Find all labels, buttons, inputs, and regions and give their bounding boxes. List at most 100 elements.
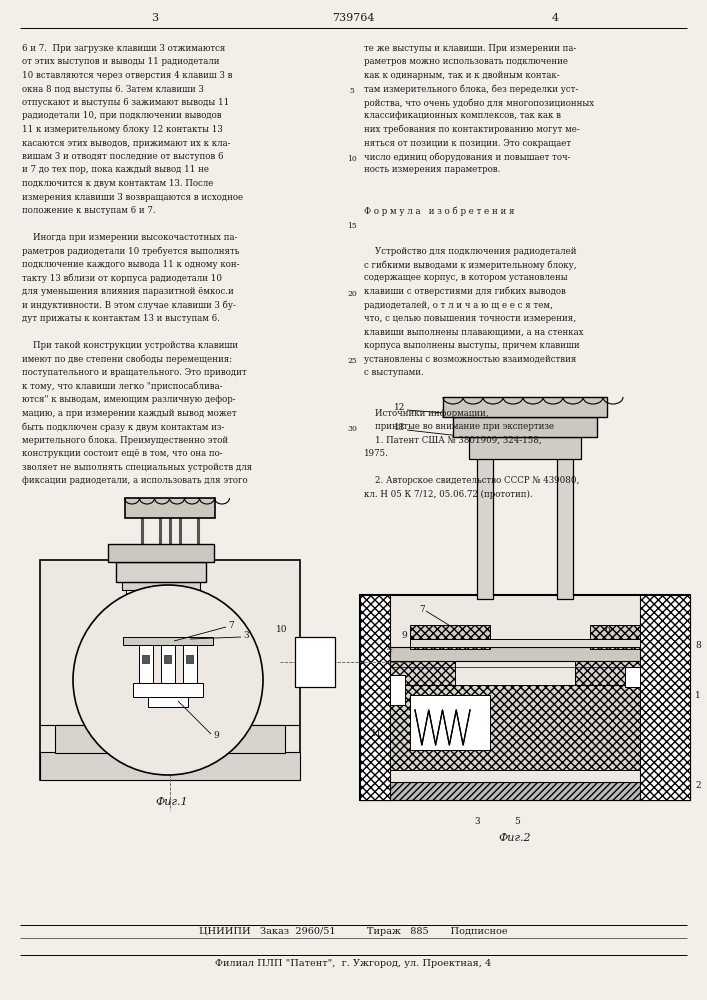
Text: няться от позиции к позиции. Это сокращает: няться от позиции к позиции. Это сокраща… (364, 138, 571, 147)
Text: 5: 5 (514, 818, 520, 826)
Text: положение к выступам 6 и 7.: положение к выступам 6 и 7. (22, 206, 156, 215)
Bar (133, 683, 203, 697)
Text: ройства, что очень удобно для многопозиционных: ройства, что очень удобно для многопозиц… (364, 98, 594, 107)
Bar (360, 595, 390, 800)
Bar (40, 560, 300, 780)
Text: раметров можно использовать подключение: раметров можно использовать подключение (364, 57, 568, 66)
Text: 10: 10 (276, 624, 287, 634)
Text: от этих выступов и выводы 11 радиодетали: от этих выступов и выводы 11 радиодетали (22, 57, 219, 66)
Text: с гибкими выводами к измерительному блоку,: с гибкими выводами к измерительному блок… (364, 260, 577, 269)
Text: радиодеталей, о т л и ч а ю щ е е с я тем,: радиодеталей, о т л и ч а ю щ е е с я те… (364, 300, 553, 310)
Text: содержащее корпус, в котором установлены: содержащее корпус, в котором установлены (364, 273, 568, 282)
Bar (295, 637, 335, 687)
Bar (360, 595, 690, 800)
Text: мерительного блока. Преимущественно этой: мерительного блока. Преимущественно этой (22, 436, 228, 445)
Bar (161, 645, 175, 683)
Text: клавиши выполнены плавающими, а на стенках: клавиши выполнены плавающими, а на стенк… (364, 328, 583, 336)
Text: Филиал ПЛП "Патент",  г. Ужгород, ул. Проектная, 4: Филиал ПЛП "Патент", г. Ужгород, ул. Про… (215, 958, 491, 968)
Text: Фиг.1: Фиг.1 (155, 797, 187, 807)
Text: раметров радиодетали 10 требуется выполнять: раметров радиодетали 10 требуется выполн… (22, 246, 240, 256)
Text: клавиши с отверстиями для гибких выводов: клавиши с отверстиями для гибких выводов (364, 287, 566, 296)
Text: 12: 12 (394, 402, 405, 412)
Bar (410, 625, 490, 649)
Text: 6 и 7.  При загрузке клавиши 3 отжимаются: 6 и 7. При загрузке клавиши 3 отжимаются (22, 44, 226, 53)
Bar (360, 782, 690, 800)
Bar (575, 650, 640, 770)
Bar (183, 645, 197, 683)
Bar (125, 498, 215, 518)
Text: 11 к измерительному блоку 12 контакты 13: 11 к измерительному блоку 12 контакты 13 (22, 125, 223, 134)
Text: Устройство для подключения радиодеталей: Устройство для подключения радиодеталей (364, 246, 576, 255)
Bar (143, 655, 149, 663)
Text: и 7 до тех пор, пока каждый вывод 11 не: и 7 до тех пор, пока каждый вывод 11 не (22, 165, 209, 174)
Bar (131, 612, 139, 622)
Text: установлены с возможностью взаимодействия: установлены с возможностью взаимодействи… (364, 355, 576, 363)
Text: 5: 5 (349, 87, 354, 95)
Text: там измерительного блока, без переделки уст-: там измерительного блока, без переделки … (364, 85, 578, 94)
Bar (469, 437, 581, 459)
Text: 13: 13 (394, 422, 405, 432)
Text: 11: 11 (370, 728, 382, 738)
Bar (165, 655, 172, 663)
Bar (390, 685, 640, 770)
Text: конструкции состоит ещё в том, что она по-: конструкции состоит ещё в том, что она п… (22, 449, 223, 458)
Bar (640, 595, 690, 800)
Bar (187, 655, 194, 663)
Circle shape (73, 585, 263, 775)
Bar (40, 752, 300, 780)
Text: 7: 7 (419, 605, 425, 614)
Text: Иногда при измерении высокочастотных па-: Иногда при измерении высокочастотных па- (22, 233, 238, 242)
Bar (183, 612, 191, 622)
Text: 2: 2 (695, 780, 701, 790)
Text: них требования по контактированию могут ме-: них требования по контактированию могут … (364, 125, 580, 134)
Bar (130, 626, 140, 638)
Text: с выступами.: с выступами. (364, 368, 423, 377)
Text: 4: 4 (551, 13, 559, 23)
Bar (123, 637, 213, 645)
Bar (453, 417, 597, 437)
Bar (152, 590, 170, 645)
Text: и индуктивности. В этом случае клавиши 3 бу-: и индуктивности. В этом случае клавиши 3… (22, 300, 236, 310)
Text: классификационных комплексов, так как в: классификационных комплексов, так как в (364, 111, 561, 120)
Text: 8: 8 (695, 641, 701, 650)
Text: имеют по две степени свободы перемещения:: имеют по две степени свободы перемещения… (22, 355, 232, 364)
Text: ность измерения параметров.: ность измерения параметров. (364, 165, 501, 174)
Text: те же выступы и клавиши. При измерении па-: те же выступы и клавиши. При измерении п… (364, 44, 576, 53)
Bar (590, 625, 640, 649)
Bar (625, 667, 640, 687)
Bar (122, 582, 200, 590)
Text: 3: 3 (243, 631, 249, 640)
Text: 10 вставляются через отверстия 4 клавиш 3 в: 10 вставляются через отверстия 4 клавиш … (22, 71, 233, 80)
Text: фиксации радиодетали, а использовать для этого: фиксации радиодетали, а использовать для… (22, 476, 247, 485)
Text: 2. Авторское свидетельство СССР № 439080,: 2. Авторское свидетельство СССР № 439080… (364, 476, 579, 485)
Bar (156, 626, 166, 638)
Text: для уменьшения влияния паразитной ёмкос.и: для уменьшения влияния паразитной ёмкос.… (22, 287, 234, 296)
Text: подключится к двум контактам 13. После: подключится к двум контактам 13. После (22, 179, 214, 188)
Text: Источники информации,: Источники информации, (364, 408, 489, 418)
Text: 9: 9 (213, 730, 218, 740)
Text: мацию, а при измерении каждый вывод может: мацию, а при измерении каждый вывод може… (22, 408, 237, 418)
Text: как к одинарным, так и к двойным контак-: как к одинарным, так и к двойным контак- (364, 71, 560, 80)
Text: кл. Н 05 К 7/12, 05.06.72 (прототип).: кл. Н 05 К 7/12, 05.06.72 (прототип). (364, 489, 533, 499)
Text: принятые во внимание при экспертизе: принятые во внимание при экспертизе (364, 422, 554, 431)
Text: 10: 10 (347, 155, 357, 163)
Bar (557, 455, 573, 599)
Text: 9: 9 (402, 631, 407, 640)
Text: поступательного и вращательного. Это приводит: поступательного и вращательного. Это при… (22, 368, 247, 377)
Text: 20: 20 (347, 290, 357, 298)
Bar (410, 639, 640, 647)
Text: зволяет не выполнять специальных устройств для: зволяет не выполнять специальных устройс… (22, 462, 252, 472)
Text: 4: 4 (387, 645, 393, 654)
Bar (157, 612, 165, 622)
Text: корпуса выполнены выступы, причем клавиши: корпуса выполнены выступы, причем клавиш… (364, 341, 580, 350)
Text: 6: 6 (604, 626, 610, 635)
Bar (390, 675, 405, 705)
Text: 3: 3 (474, 818, 480, 826)
Bar (55, 725, 285, 753)
Text: такту 13 вблизи от корпуса радиодетали 10: такту 13 вблизи от корпуса радиодетали 1… (22, 273, 222, 283)
Text: 15: 15 (347, 222, 357, 230)
Text: измерения клавиши 3 возвращаются в исходное: измерения клавиши 3 возвращаются в исход… (22, 192, 243, 202)
Text: число единиц оборудования и повышает точ-: число единиц оборудования и повышает точ… (364, 152, 571, 161)
Text: 739764: 739764 (332, 13, 374, 23)
Text: дут прижаты к контактам 13 и выступам 6.: дут прижаты к контактам 13 и выступам 6. (22, 314, 220, 323)
